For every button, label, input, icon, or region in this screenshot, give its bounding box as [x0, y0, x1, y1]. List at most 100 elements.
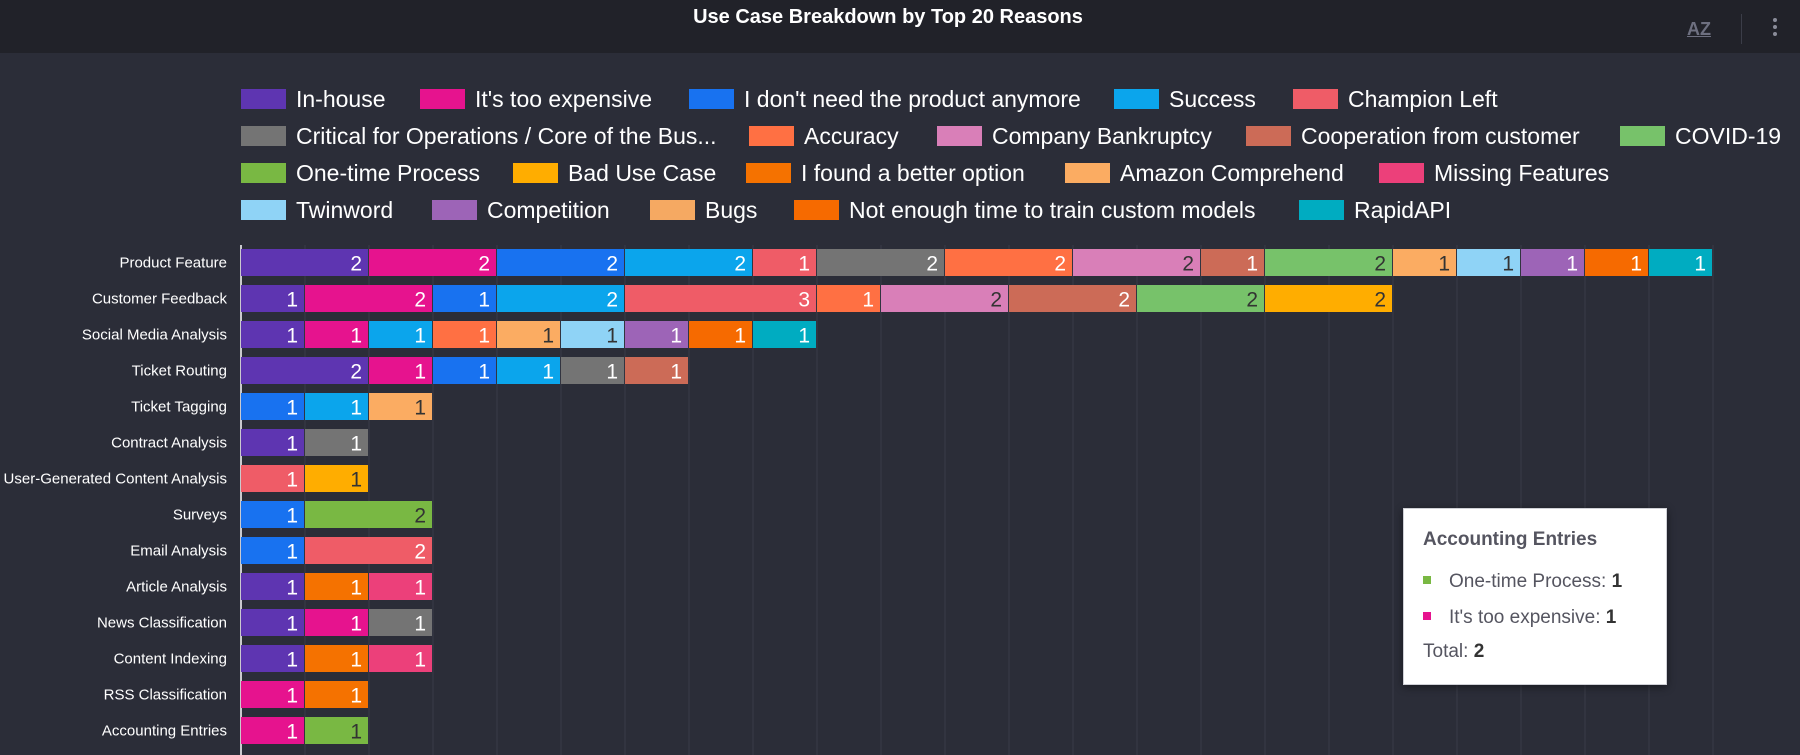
bar-segment[interactable]: [1073, 249, 1200, 276]
value-label: 1: [798, 253, 810, 276]
bar-segment[interactable]: [497, 321, 560, 348]
bar-segment[interactable]: [241, 645, 304, 672]
legend-label: Success: [1169, 86, 1256, 112]
value-label: 2: [734, 253, 746, 276]
bar-segment[interactable]: [1201, 249, 1264, 276]
bar-segment[interactable]: [817, 249, 944, 276]
bar-segment[interactable]: [369, 393, 432, 420]
bar-segment[interactable]: [305, 645, 368, 672]
bar-segment[interactable]: [305, 429, 368, 456]
bar-segment[interactable]: [369, 609, 432, 636]
category-label: Contract Analysis: [111, 435, 227, 452]
bar-segment[interactable]: [497, 285, 624, 312]
bar-segment[interactable]: [1457, 249, 1520, 276]
bar-segment[interactable]: [241, 717, 304, 744]
bar-segment[interactable]: [561, 321, 624, 348]
bar-segment[interactable]: [369, 321, 432, 348]
bar-segment[interactable]: [241, 285, 304, 312]
bar-segment[interactable]: [369, 573, 432, 600]
value-label: 1: [606, 325, 618, 348]
bar-segment[interactable]: [1137, 285, 1264, 312]
bar-segment[interactable]: [241, 357, 368, 384]
bar-segment[interactable]: [1649, 249, 1712, 276]
value-label: 1: [350, 685, 362, 708]
bar-segment[interactable]: [433, 357, 496, 384]
bar-segment[interactable]: [817, 285, 880, 312]
legend-swatch: [241, 163, 286, 183]
value-label: 2: [478, 253, 490, 276]
more-options-button[interactable]: [1770, 18, 1780, 42]
bar-segment[interactable]: [305, 285, 432, 312]
bar-segment[interactable]: [305, 681, 368, 708]
legend-swatch: [420, 89, 465, 109]
value-label: 1: [286, 649, 298, 672]
sort-az-button[interactable]: AZ: [1687, 19, 1711, 39]
bar-segment[interactable]: [1393, 249, 1456, 276]
bar-segment[interactable]: [241, 429, 304, 456]
value-label: 1: [670, 325, 682, 348]
legend-label: Not enough time to train custom models: [849, 197, 1256, 223]
bar-segment[interactable]: [241, 681, 304, 708]
tooltip-total-label: Total:: [1423, 641, 1474, 662]
bar-segment[interactable]: [305, 609, 368, 636]
bar-segment[interactable]: [753, 249, 816, 276]
value-label: 1: [286, 685, 298, 708]
value-label: 1: [350, 649, 362, 672]
bar-segment[interactable]: [625, 321, 688, 348]
bar-segment[interactable]: [305, 537, 432, 564]
bar-segment[interactable]: [945, 249, 1072, 276]
bar-segment[interactable]: [241, 393, 304, 420]
bar-segment[interactable]: [1585, 249, 1648, 276]
legend-label: Missing Features: [1434, 160, 1610, 186]
bar-segment[interactable]: [305, 573, 368, 600]
bar-segment[interactable]: [305, 393, 368, 420]
value-label: 2: [1246, 289, 1258, 312]
bar-segment[interactable]: [625, 357, 688, 384]
bar-segment[interactable]: [1009, 285, 1136, 312]
bar-segment[interactable]: [305, 321, 368, 348]
legend-swatch: [1065, 163, 1110, 183]
bar-segment[interactable]: [881, 285, 1008, 312]
bar-segment[interactable]: [497, 357, 560, 384]
bar-segment[interactable]: [1265, 285, 1392, 312]
bar-segment[interactable]: [369, 249, 496, 276]
value-label: 1: [350, 433, 362, 456]
value-label: 1: [350, 325, 362, 348]
value-label: 1: [1502, 253, 1514, 276]
bar-segment[interactable]: [433, 321, 496, 348]
tooltip-row: It's too expensive: 1: [1423, 607, 1616, 629]
value-label: 1: [414, 361, 426, 384]
series-color-marker: [1423, 611, 1431, 620]
bar-segment[interactable]: [241, 465, 304, 492]
series-color-marker: [1423, 575, 1431, 584]
category-label: Surveys: [173, 507, 227, 524]
bar-segment[interactable]: [241, 501, 304, 528]
category-label: Content Indexing: [114, 651, 227, 668]
bar-segment[interactable]: [305, 717, 368, 744]
bar-segment[interactable]: [561, 357, 624, 384]
bar-segment[interactable]: [625, 285, 816, 312]
value-label: 1: [542, 361, 554, 384]
bar-segment[interactable]: [241, 573, 304, 600]
bar-segment[interactable]: [689, 321, 752, 348]
bar-segment[interactable]: [753, 321, 816, 348]
legend-label: Bugs: [705, 197, 758, 223]
bar-segment[interactable]: [305, 501, 432, 528]
bar-segment[interactable]: [241, 249, 368, 276]
value-label: 1: [414, 397, 426, 420]
value-label: 1: [286, 289, 298, 312]
bar-segment[interactable]: [497, 249, 624, 276]
bar-segment[interactable]: [241, 609, 304, 636]
bar-segment[interactable]: [241, 321, 304, 348]
bar-segment[interactable]: [625, 249, 752, 276]
bar-segment[interactable]: [369, 645, 432, 672]
bar-segment[interactable]: [433, 285, 496, 312]
bar-segment[interactable]: [305, 465, 368, 492]
bar-segment[interactable]: [369, 357, 432, 384]
bar-segment[interactable]: [1265, 249, 1392, 276]
value-label: 1: [1438, 253, 1450, 276]
bar-segment[interactable]: [1521, 249, 1584, 276]
bar-segment[interactable]: [241, 537, 304, 564]
value-label: 1: [1566, 253, 1578, 276]
